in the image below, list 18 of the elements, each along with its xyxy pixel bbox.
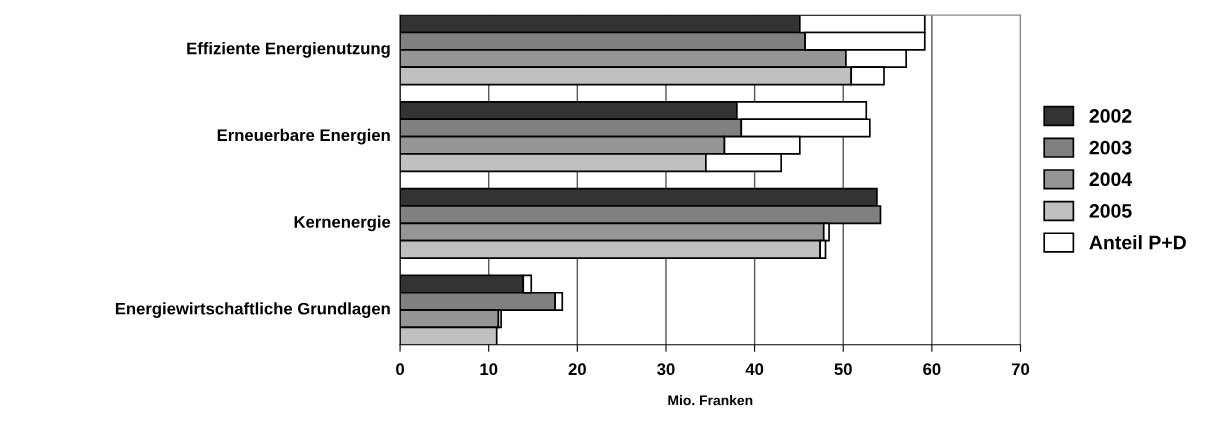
x-axis-title: Mio. Franken [668,395,753,406]
text: Effiziente Energienutzung [187,42,390,58]
x-tick-label: 10 [480,363,498,376]
legend-label: 2002 [1089,109,1132,123]
x-tick-label: 50 [834,363,852,376]
x-tick-label: 30 [657,363,675,376]
legend-label: 2004 [1089,172,1133,187]
x-tick-label: 0 [396,363,405,376]
text: Erneuerbare Energien [217,128,390,145]
text: Energiewirtschaftliche Grundlagen [115,302,390,318]
x-tick-label: 70 [1011,363,1030,376]
legend-label: 2003 [1089,140,1132,155]
x-tick-label: 40 [745,363,764,376]
x-tick-label: 20 [568,363,586,376]
text: Kernenergie [294,215,391,232]
legend-label: 2005 [1089,204,1132,218]
legend-label: Anteil P+D [1089,235,1186,250]
x-tick-label: 60 [923,363,941,376]
